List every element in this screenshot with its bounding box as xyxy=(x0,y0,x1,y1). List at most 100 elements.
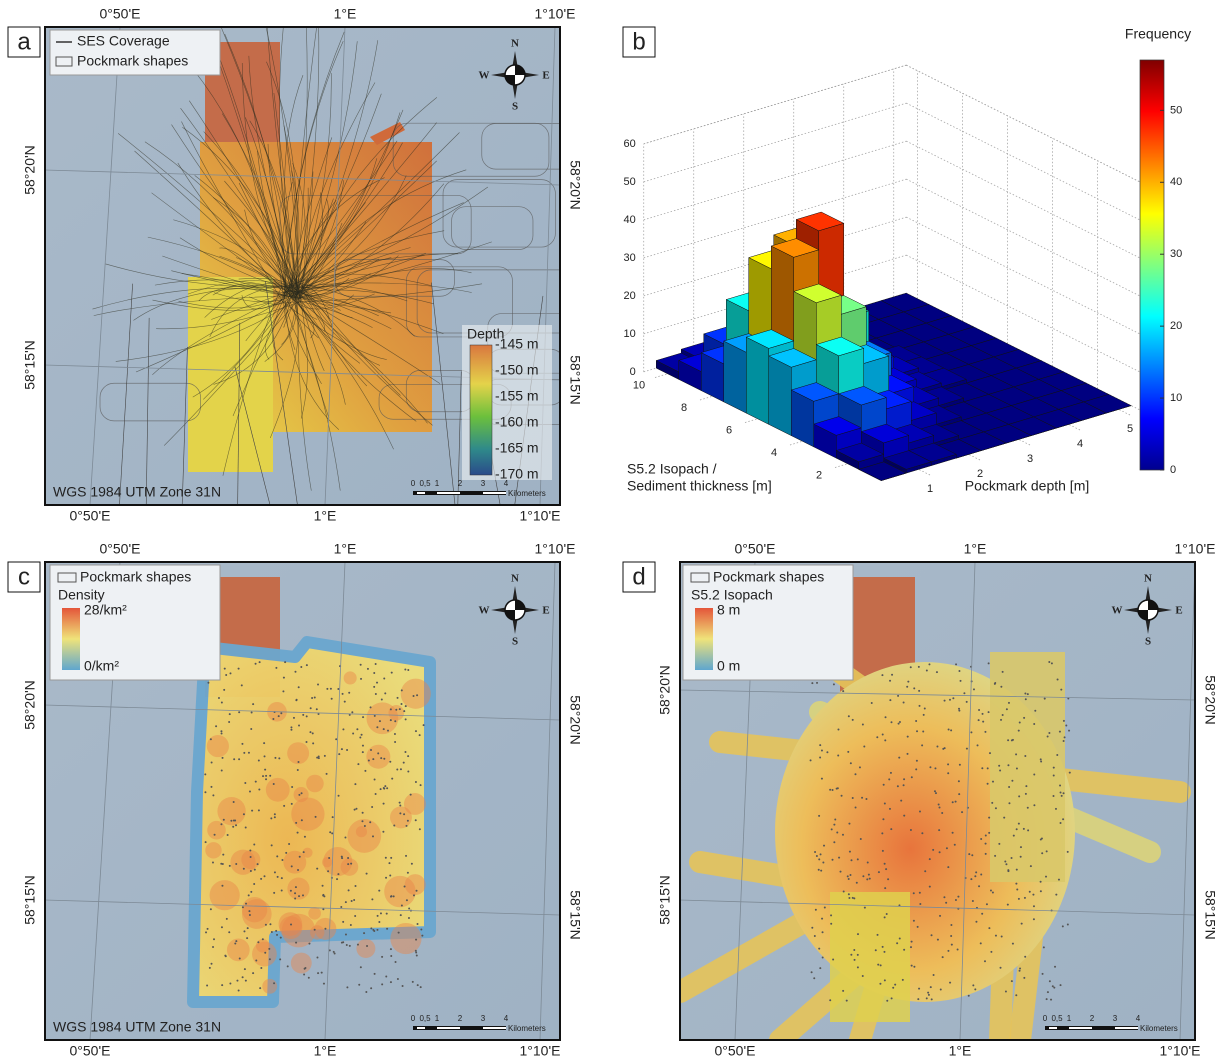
pockmark xyxy=(832,958,834,960)
pockmark xyxy=(207,682,209,684)
lon-label: 1°10'E xyxy=(520,508,561,524)
lat-label: 58°20'N xyxy=(567,160,583,210)
pockmark xyxy=(848,893,850,895)
pockmark xyxy=(837,728,839,730)
pockmark xyxy=(926,997,928,999)
pockmark xyxy=(968,995,970,997)
pockmark xyxy=(931,998,933,1000)
pockmark xyxy=(958,708,960,710)
pockmark xyxy=(406,899,408,901)
pockmark xyxy=(375,663,377,665)
pockmark xyxy=(936,671,938,673)
pockmark xyxy=(374,973,376,975)
pockmark xyxy=(413,894,415,896)
pockmark xyxy=(857,858,859,860)
pockmark xyxy=(297,832,299,834)
lon-label: 0°50'E xyxy=(715,1043,756,1059)
pockmark xyxy=(415,819,417,821)
y-tick-label: 2 xyxy=(816,469,822,481)
pockmark xyxy=(222,863,224,865)
pockmark xyxy=(985,853,987,855)
pockmark xyxy=(891,674,893,676)
pockmark xyxy=(944,747,946,749)
pockmark xyxy=(972,900,974,902)
pockmark xyxy=(1023,828,1025,830)
pockmark xyxy=(235,940,237,942)
pockmark xyxy=(415,951,417,953)
lon-label: 0°50'E xyxy=(70,1043,111,1059)
pockmark xyxy=(974,988,976,990)
pockmark xyxy=(894,984,896,986)
pockmark xyxy=(290,924,292,926)
pockmark xyxy=(312,742,314,744)
pockmark xyxy=(849,851,851,853)
pockmark xyxy=(376,726,378,728)
pockmark xyxy=(233,801,235,803)
y-tick-label: 10 xyxy=(633,379,645,391)
scale-label: 1 xyxy=(435,1014,440,1023)
pockmark xyxy=(916,760,918,762)
pockmark xyxy=(273,982,275,984)
pockmark xyxy=(992,892,994,894)
scale-bar-gap xyxy=(1049,1027,1057,1029)
pockmark xyxy=(371,806,373,808)
pockmark xyxy=(383,678,385,680)
scale-unit: Kilometers xyxy=(508,1024,546,1033)
pockmark xyxy=(826,751,828,753)
pockmark xyxy=(315,816,317,818)
density-patch xyxy=(207,821,226,840)
pockmark xyxy=(222,757,224,759)
pockmark xyxy=(387,730,389,732)
pockmark xyxy=(985,835,987,837)
pockmark xyxy=(251,810,253,812)
pockmark xyxy=(223,689,225,691)
pockmark xyxy=(820,853,822,855)
pockmark xyxy=(888,778,890,780)
pockmark xyxy=(298,895,300,897)
pockmark xyxy=(1015,753,1017,755)
pockmark xyxy=(262,775,264,777)
pockmark xyxy=(338,795,340,797)
pockmark xyxy=(882,850,884,852)
pockmark xyxy=(970,731,972,733)
pockmark xyxy=(251,711,253,713)
pockmark xyxy=(814,935,816,937)
pockmark xyxy=(374,715,376,717)
pockmark xyxy=(832,789,834,791)
pockmark xyxy=(957,949,959,951)
scale-label: 0 xyxy=(1043,1014,1048,1023)
pockmark xyxy=(238,668,240,670)
pockmark xyxy=(314,929,316,931)
pockmark xyxy=(255,781,257,783)
scale-label: 4 xyxy=(1136,1014,1141,1023)
pockmark xyxy=(929,766,931,768)
density-patch xyxy=(322,857,332,867)
pockmark xyxy=(947,866,949,868)
pockmark xyxy=(361,734,363,736)
colorbar-label: 0/km² xyxy=(84,658,119,674)
pockmark xyxy=(364,770,366,772)
density-patch xyxy=(366,745,390,769)
lon-label: 1°E xyxy=(314,508,337,524)
x-tick-label: 1 xyxy=(927,483,933,495)
pockmark xyxy=(361,820,363,822)
pockmark xyxy=(399,804,401,806)
pockmark xyxy=(329,831,331,833)
pockmark xyxy=(913,920,915,922)
pockmark xyxy=(944,700,946,702)
pockmark xyxy=(927,992,929,994)
pockmark xyxy=(987,767,989,769)
pockmark xyxy=(823,845,825,847)
pockmark xyxy=(390,981,392,983)
pockmark xyxy=(974,875,976,877)
pockmark xyxy=(420,784,422,786)
pockmark xyxy=(950,935,952,937)
pockmark xyxy=(400,768,402,770)
pockmark xyxy=(212,946,214,948)
pockmark xyxy=(285,852,287,854)
pockmark xyxy=(250,728,252,730)
pockmark xyxy=(337,688,339,690)
pockmark xyxy=(966,748,968,750)
pockmark xyxy=(1059,731,1061,733)
pockmark xyxy=(930,986,932,988)
